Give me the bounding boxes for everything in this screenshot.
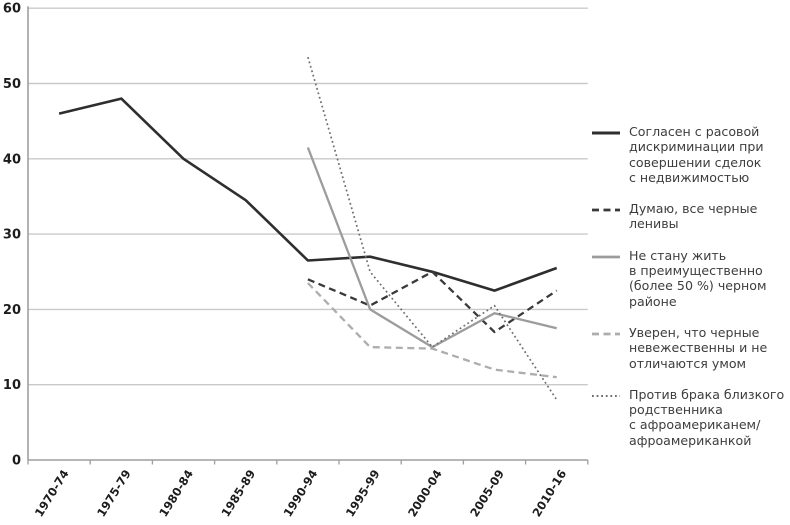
legend: Согласен с расовой дискриминации при сов… (592, 124, 790, 448)
svg-text:2005-09: 2005-09 (467, 467, 507, 519)
svg-text:1975-79: 1975-79 (94, 467, 134, 519)
svg-text:40: 40 (3, 152, 21, 167)
svg-text:50: 50 (3, 77, 21, 92)
line-chart: 0 10 20 30 40 50 60 1970-74 1975-79 1980-84 1985-8… (3, 2, 589, 519)
axes (27, 6, 589, 465)
legend-label: Согласен с расовой дискриминации при сов… (629, 124, 764, 185)
legend-swatch-dashed-gray (592, 332, 620, 336)
svg-text:1990-94: 1990-94 (281, 467, 321, 519)
legend-swatch-dashed-dark (592, 208, 620, 212)
y-axis-labels: 0 10 20 30 40 50 60 (3, 2, 21, 469)
svg-text:60: 60 (3, 2, 21, 17)
svg-text:10: 10 (3, 378, 21, 393)
legend-item-5: Против брака близкого родственника с афр… (592, 387, 790, 448)
legend-swatch-solid-gray (592, 255, 620, 259)
legend-item-1: Согласен с расовой дискриминации при сов… (592, 124, 790, 185)
svg-text:2010-16: 2010-16 (529, 467, 569, 519)
series-line-dashed-dark (307, 270, 558, 334)
series-line-dashed-gray (307, 282, 557, 379)
gridlines (28, 7, 588, 386)
svg-text:1995-99: 1995-99 (343, 467, 383, 519)
svg-text:20: 20 (3, 303, 21, 318)
x-axis-labels: 1970-74 1975-79 1980-84 1985-89 1990-94 1995-… (32, 467, 569, 519)
legend-swatch-solid-dark (592, 131, 620, 135)
legend-swatch-dotted-dark (592, 394, 620, 397)
svg-text:1985-89: 1985-89 (218, 467, 258, 519)
legend-label: Уверен, что черные невежественны и не от… (629, 324, 768, 371)
svg-text:30: 30 (3, 228, 21, 243)
legend-label: Думаю, все черные ленивы (629, 201, 758, 232)
series-line-solid-dark (58, 97, 558, 292)
svg-text:1980-84: 1980-84 (156, 467, 196, 519)
svg-text:2000-04: 2000-04 (405, 467, 445, 519)
series-line-solid-gray (306, 147, 557, 349)
legend-item-2: Думаю, все черные ленивы (592, 201, 790, 232)
legend-label: Не стану жить в преимущественно (более 5… (629, 247, 767, 309)
legend-label: Против брака близкого родственника с афр… (629, 386, 785, 448)
legend-item-3: Не стану жить в преимущественно (более 5… (592, 248, 790, 309)
legend-item-4: Уверен, что черные невежественны и не от… (592, 325, 790, 371)
svg-text:1970-74: 1970-74 (32, 467, 72, 519)
series-line-dotted-dark (307, 56, 558, 401)
svg-text:0: 0 (12, 454, 21, 469)
